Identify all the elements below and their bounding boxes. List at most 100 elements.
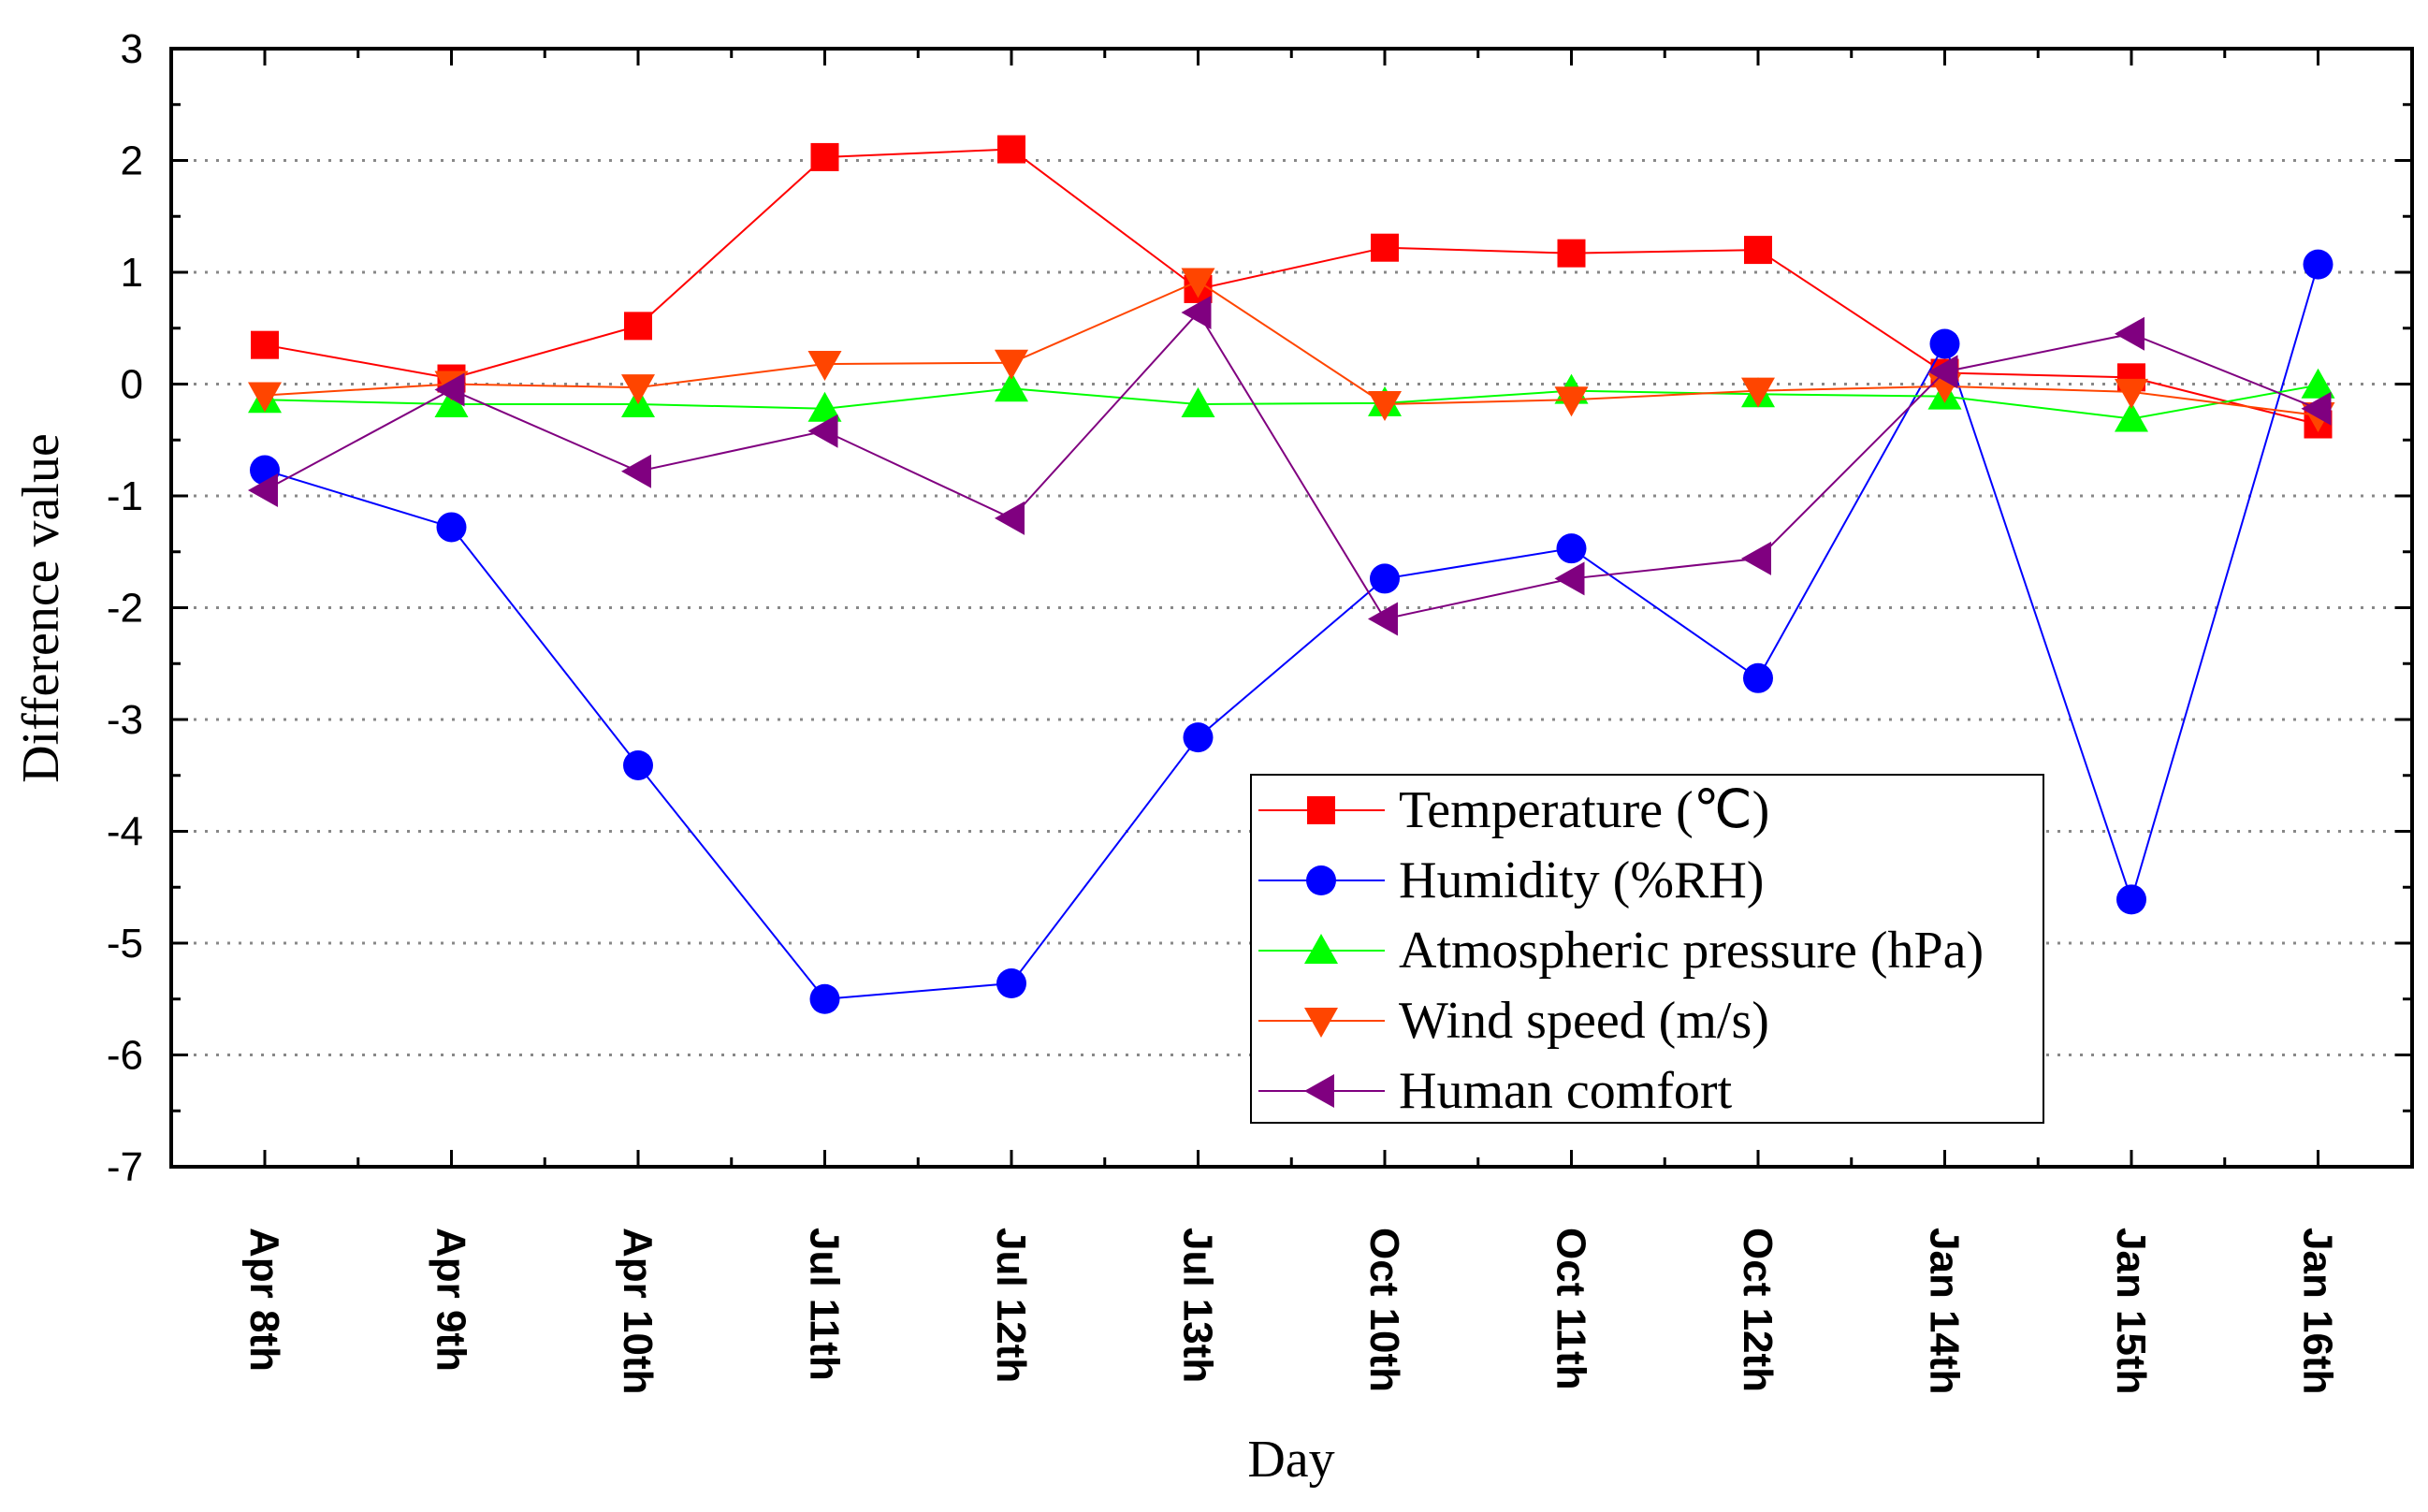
y-tick-label: -3 xyxy=(107,697,143,743)
data-point xyxy=(1554,561,1585,596)
legend-item: Wind speed (m/s) xyxy=(1258,992,1769,1050)
legend-marker xyxy=(1304,1008,1338,1038)
x-tick-label: Jul 12th xyxy=(988,1228,1034,1383)
series-layer xyxy=(248,135,2335,1014)
y-tick-label: -6 xyxy=(107,1033,143,1079)
data-point xyxy=(623,749,653,780)
y-tick-label: -4 xyxy=(107,809,143,855)
y-axis: -7 -6 -5 -4 -3 -2 -1 0 1 2 3 xyxy=(107,26,2412,1190)
data-point xyxy=(2115,401,2148,432)
x-tick-label: Jan 16th xyxy=(2295,1228,2341,1395)
data-point xyxy=(1368,602,1398,636)
legend: Temperature (℃) Humidity (%RH) Atmospheric… xyxy=(1250,774,2044,1124)
legend-item: Temperature (℃) xyxy=(1258,781,1769,839)
series-line xyxy=(264,264,2319,1000)
x-tick-label: Apr 9th xyxy=(429,1228,474,1372)
x-tick-label: Oct 10th xyxy=(1361,1228,1407,1392)
legend-item: Humidity (%RH) xyxy=(1258,851,1764,909)
y-tick-label: 0 xyxy=(121,362,143,408)
legend-label: Humidity (%RH) xyxy=(1399,851,1764,909)
data-point xyxy=(1181,387,1215,418)
data-point xyxy=(1370,563,1400,594)
data-point xyxy=(995,349,1028,380)
data-point xyxy=(1554,386,1589,417)
legend-box xyxy=(1250,774,2044,1124)
data-point xyxy=(621,374,655,405)
data-point xyxy=(1743,662,1773,693)
data-point xyxy=(2301,391,2332,426)
data-point xyxy=(1371,233,1399,262)
x-axis-title: Day xyxy=(1247,1431,1334,1489)
y-tick-label: 1 xyxy=(121,250,143,296)
data-point xyxy=(248,473,278,508)
data-point xyxy=(807,414,838,448)
series-1 xyxy=(251,135,2333,439)
data-point xyxy=(2116,884,2146,915)
data-point xyxy=(1741,541,1771,575)
data-point xyxy=(1927,355,1958,389)
data-point xyxy=(2115,378,2148,409)
data-point xyxy=(997,135,1025,164)
x-tick-label: Oct 12th xyxy=(1735,1228,1781,1392)
legend-item: Human comfort xyxy=(1258,1062,1733,1120)
series-2 xyxy=(250,249,2333,1014)
legend-marker xyxy=(1304,934,1338,964)
x-tick-label: Jan 14th xyxy=(1922,1228,1968,1395)
data-point xyxy=(1181,268,1215,298)
x-tick-label: Apr 10th xyxy=(615,1228,661,1394)
series-line xyxy=(264,280,2319,416)
series-5 xyxy=(248,296,2332,636)
x-tick-label: Jul 11th xyxy=(802,1228,848,1381)
y-axis-title: Difference value xyxy=(12,433,70,783)
x-tick-label: Jan 15th xyxy=(2108,1228,2154,1395)
x-axis: Apr 8th Apr 9th Apr 10th Jul 11th Jul 12th Ju… xyxy=(241,49,2341,1395)
data-point xyxy=(809,983,840,1014)
data-point xyxy=(1744,236,1772,265)
y-tick-label: -1 xyxy=(107,473,143,519)
x-tick-label: Jul 13th xyxy=(1175,1228,1221,1383)
y-tick-label: 2 xyxy=(121,138,143,184)
y-tick-label: 3 xyxy=(121,26,143,72)
data-point xyxy=(1741,377,1775,408)
series-line xyxy=(264,384,2319,420)
data-point xyxy=(995,501,1025,535)
data-point xyxy=(807,350,842,381)
y-tick-label: -2 xyxy=(107,586,143,632)
series-4 xyxy=(248,268,2335,432)
legend-marker xyxy=(1306,865,1336,895)
x-tick-label: Oct 11th xyxy=(1548,1228,1594,1390)
y-tick-label: -7 xyxy=(107,1144,143,1190)
legend-label: Atmospheric pressure (hPa) xyxy=(1399,922,1984,980)
x-tick-label: Apr 8th xyxy=(241,1228,287,1372)
legend-label: Temperature (℃) xyxy=(1399,781,1769,839)
legend-label: Wind speed (m/s) xyxy=(1399,992,1769,1050)
data-point xyxy=(1368,391,1402,422)
data-point xyxy=(2301,368,2335,399)
data-point xyxy=(807,391,842,422)
data-point xyxy=(434,387,469,418)
series-line xyxy=(264,311,2319,620)
data-point xyxy=(995,371,1028,402)
data-point xyxy=(1181,296,1212,330)
data-point xyxy=(996,968,1026,999)
data-point xyxy=(1556,533,1587,564)
data-point xyxy=(1557,239,1586,268)
legend-marker xyxy=(1304,1074,1334,1108)
data-point xyxy=(436,512,467,543)
data-point xyxy=(251,330,279,359)
series-line xyxy=(264,148,2319,426)
data-point xyxy=(2303,249,2333,280)
legend-marker xyxy=(1307,796,1335,824)
data-point xyxy=(624,312,652,341)
legend-item: Atmospheric pressure (hPa) xyxy=(1258,922,1984,980)
data-point xyxy=(434,372,465,407)
series-3 xyxy=(248,368,2335,432)
data-point xyxy=(1183,722,1214,753)
legend-label: Human comfort xyxy=(1399,1062,1733,1120)
y-tick-label: -5 xyxy=(107,921,143,967)
data-point xyxy=(621,454,651,488)
data-point xyxy=(1929,328,1960,359)
data-point xyxy=(2115,316,2144,351)
data-point xyxy=(248,382,282,413)
